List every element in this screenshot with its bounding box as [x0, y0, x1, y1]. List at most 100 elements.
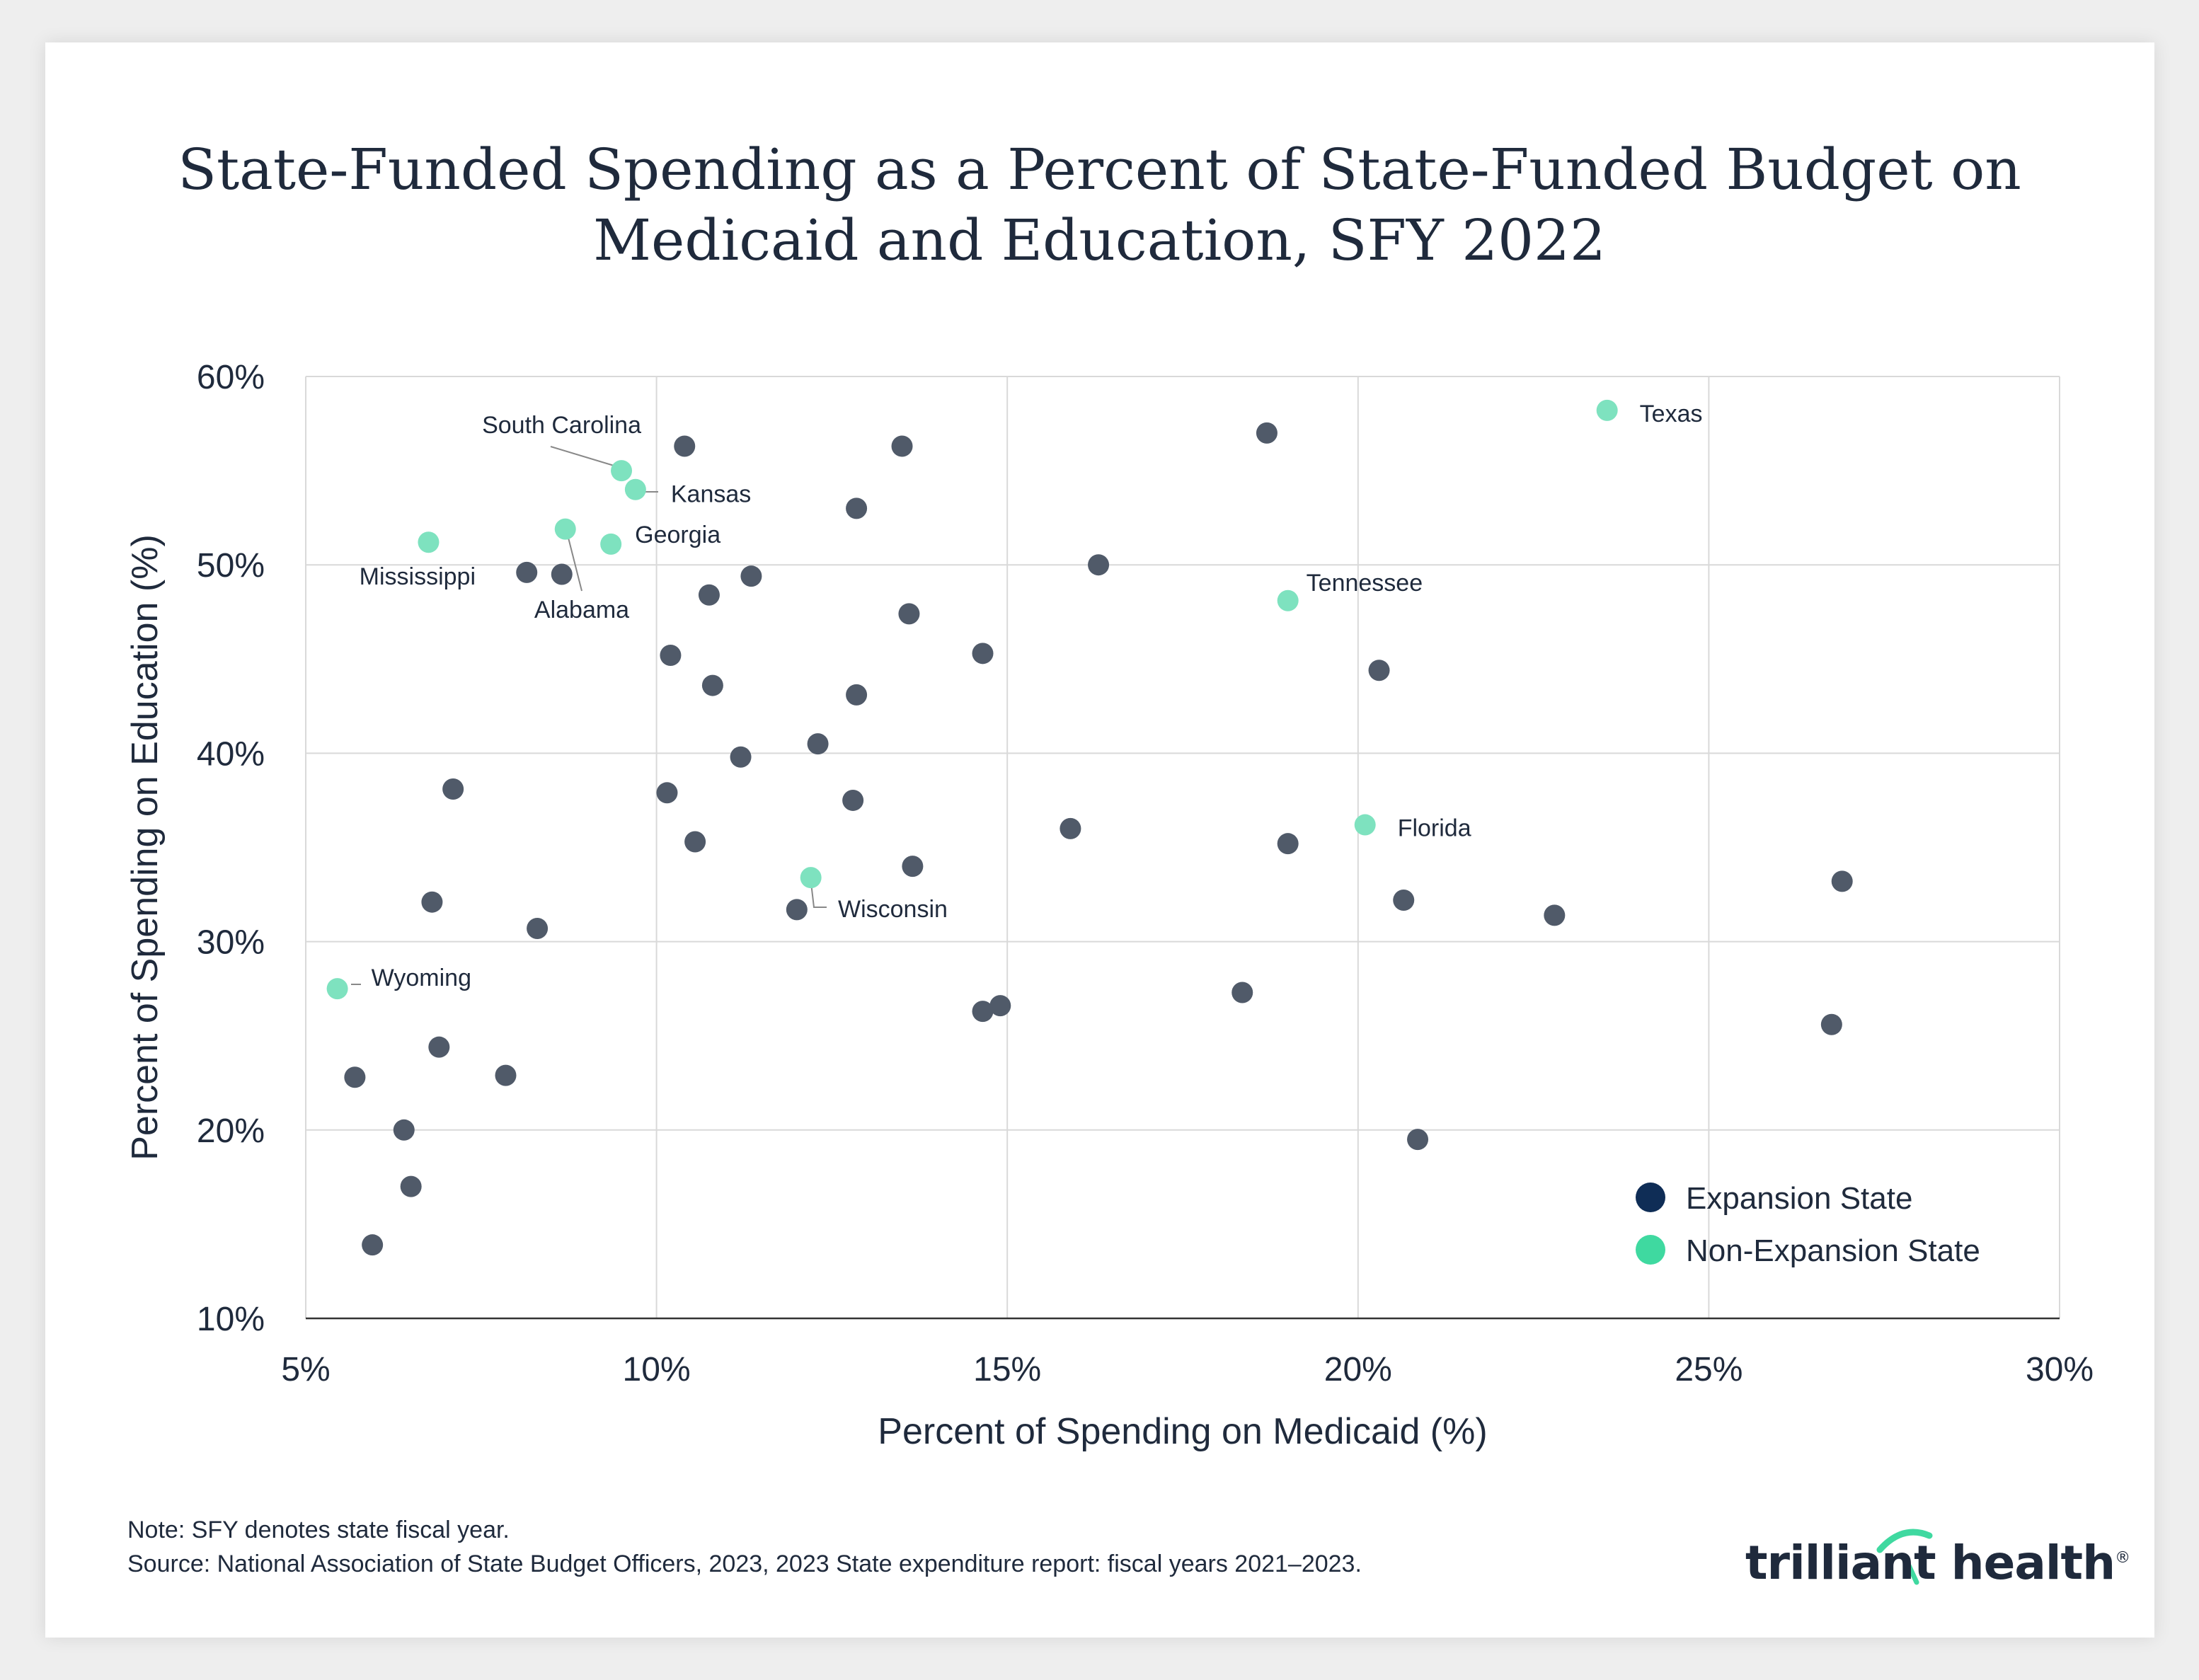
point-label: Georgia — [635, 522, 720, 548]
point-label: Kansas — [671, 481, 751, 508]
grid-lines — [305, 376, 2060, 1319]
expansion-state-point — [656, 782, 678, 804]
non-expansion-state-point — [600, 533, 622, 555]
expansion-state-point — [972, 1001, 994, 1023]
non-expansion-state-point — [611, 460, 633, 482]
expansion-state-point — [674, 435, 696, 457]
x-axis-title: Percent of Spending on Medicaid (%) — [878, 1411, 1487, 1452]
y-axis-title: Percent of Spending on Education (%) — [125, 534, 166, 1161]
point-label: Wisconsin — [838, 896, 948, 923]
chart-title: State-Funded Spending as a Percent of St… — [0, 134, 2199, 276]
expansion-state-point — [1060, 817, 1081, 839]
expansion-state-point — [1256, 422, 1278, 444]
expansion-state-point — [428, 1036, 450, 1058]
expansion-state-point — [362, 1234, 384, 1256]
point-label: Florida — [1398, 815, 1471, 842]
chart-card — [45, 42, 2154, 1638]
note-text: Note: SFY denotes state fiscal year. — [127, 1517, 510, 1543]
expansion-state-point — [1393, 890, 1415, 911]
label-leader-lines — [351, 446, 827, 985]
leader-line — [568, 537, 582, 592]
expansion-state-point — [1831, 870, 1853, 892]
x-tick-label: 5% — [281, 1351, 330, 1388]
chart-title-line-2: Medicaid and Education, SFY 2022 — [593, 207, 1606, 273]
expansion-state-point — [842, 789, 864, 811]
legend-label: Non-Expansion State — [1686, 1233, 1980, 1268]
source-text: Source: National Association of State Bu… — [127, 1550, 1362, 1577]
expansion-state-point — [807, 733, 829, 755]
legend-label: Expansion State — [1686, 1181, 1912, 1216]
logo-text: trilliant health — [1745, 1536, 2115, 1590]
expansion-state-point — [344, 1066, 366, 1088]
expansion-state-point — [786, 899, 808, 921]
axes: 5% 10% 15% 20% 25% 30% 10% 20% 30% 40% 50% 60% Perce… — [125, 359, 2094, 1452]
expansion-state-point — [400, 1175, 422, 1197]
non-expansion-state-point — [1354, 814, 1376, 836]
y-tick-label: 40% — [197, 735, 265, 773]
point-label: Texas — [1640, 401, 1703, 427]
expansion-state-point — [1231, 982, 1253, 1003]
point-label: South Carolina — [482, 412, 641, 439]
expansion-state-point — [1407, 1129, 1429, 1151]
expansion-state-point — [898, 603, 920, 625]
x-tick-label: 30% — [2026, 1351, 2094, 1388]
non-expansion-state-point — [1596, 399, 1618, 421]
expansion-state-point — [740, 565, 762, 587]
non-expansion-state-point — [326, 978, 348, 1000]
expansion-state-point — [421, 891, 443, 913]
non-expansion-state-point — [1277, 589, 1299, 611]
y-tick-label: 60% — [197, 359, 265, 396]
point-label: Alabama — [534, 597, 629, 623]
data-points — [326, 399, 1853, 1256]
non-expansion-state-point — [800, 867, 822, 889]
y-tick-label: 50% — [197, 547, 265, 585]
footnote: Note: SFY denotes state fiscal year. Sou… — [127, 1513, 1362, 1581]
expansion-state-point — [551, 563, 573, 585]
expansion-state-point — [495, 1064, 517, 1086]
logo-registered-mark: ® — [2115, 1549, 2130, 1567]
expansion-state-point — [1277, 833, 1299, 855]
expansion-state-point — [1820, 1013, 1842, 1035]
expansion-state-point — [891, 435, 913, 457]
expansion-state-point — [1088, 554, 1110, 576]
point-labels: Texas South Carolina Kansas Alabama Georgia M… — [360, 401, 1703, 991]
expansion-state-point — [684, 831, 706, 853]
y-tick-label: 20% — [197, 1112, 265, 1150]
expansion-state-point — [393, 1119, 415, 1141]
x-tick-label: 20% — [1324, 1351, 1392, 1388]
x-tick-label: 15% — [973, 1351, 1041, 1388]
y-tick-label: 10% — [197, 1301, 265, 1338]
expansion-state-point — [698, 584, 720, 606]
expansion-state-point — [902, 856, 924, 878]
legend: Expansion State Non-Expansion State — [1636, 1181, 1980, 1268]
expansion-state-point — [516, 561, 538, 583]
non-expansion-state-point — [624, 478, 646, 500]
point-label: Mississippi — [360, 563, 476, 590]
non-expansion-state-point — [418, 531, 440, 553]
expansion-state-point — [989, 995, 1011, 1017]
expansion-state-point — [660, 644, 682, 666]
point-label: Tennessee — [1307, 570, 1423, 597]
expansion-state-point — [442, 778, 464, 800]
y-tick-label: 30% — [197, 924, 265, 962]
x-tick-label: 25% — [1675, 1351, 1742, 1388]
expansion-state-point — [701, 674, 723, 696]
logo-swoosh-icon — [1876, 1529, 1933, 1585]
expansion-state-point — [1544, 904, 1566, 926]
brand-logo: trilliant health® — [1745, 1536, 2130, 1590]
legend-marker — [1636, 1235, 1665, 1265]
expansion-state-point — [846, 684, 868, 706]
point-label: Wyoming — [372, 965, 471, 991]
legend-marker — [1636, 1183, 1665, 1212]
chart-title-line-1: State-Funded Spending as a Percent of St… — [178, 137, 2021, 202]
expansion-state-point — [527, 917, 549, 939]
expansion-state-point — [1368, 660, 1390, 681]
non-expansion-state-point — [554, 518, 576, 540]
expansion-state-point — [972, 643, 994, 664]
x-tick-label: 10% — [623, 1351, 691, 1388]
leader-line — [810, 882, 827, 908]
expansion-state-point — [846, 497, 868, 519]
leader-line — [550, 446, 619, 468]
expansion-state-point — [730, 746, 752, 768]
